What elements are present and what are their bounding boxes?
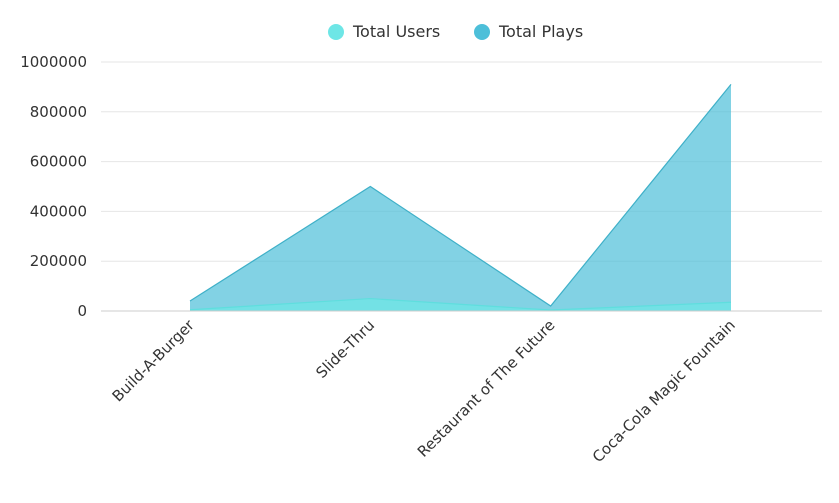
x-axis-ticks: Build-A-Burger Slide-Thru Restaurant of Th… <box>109 316 739 467</box>
line-total-users <box>189 297 732 311</box>
legend-marker-total-plays <box>474 24 490 40</box>
x-tick-label: Coca-Cola Magic Fountain <box>589 316 739 466</box>
x-tick-label: Slide-Thru <box>312 316 378 382</box>
legend-marker-total-users <box>328 24 344 40</box>
area-total-plays <box>190 84 731 311</box>
y-tick-label: 200000 <box>30 252 87 270</box>
legend: Total Users Total Plays <box>328 22 583 41</box>
legend-label-total-users: Total Users <box>352 22 440 41</box>
line-total-plays <box>189 84 732 307</box>
y-tick-label: 600000 <box>30 153 87 171</box>
legend-label-total-plays: Total Plays <box>498 22 583 41</box>
series-areas <box>189 84 732 311</box>
x-tick-label: Build-A-Burger <box>109 316 199 406</box>
y-tick-label: 800000 <box>30 103 87 121</box>
y-axis-ticks: 0 200000 400000 600000 800000 1000000 <box>20 53 87 320</box>
x-tick-label: Restaurant of The Future <box>414 316 559 461</box>
y-tick-label: 0 <box>77 302 87 320</box>
y-tick-label: 1000000 <box>20 53 87 71</box>
y-tick-label: 400000 <box>30 202 87 220</box>
